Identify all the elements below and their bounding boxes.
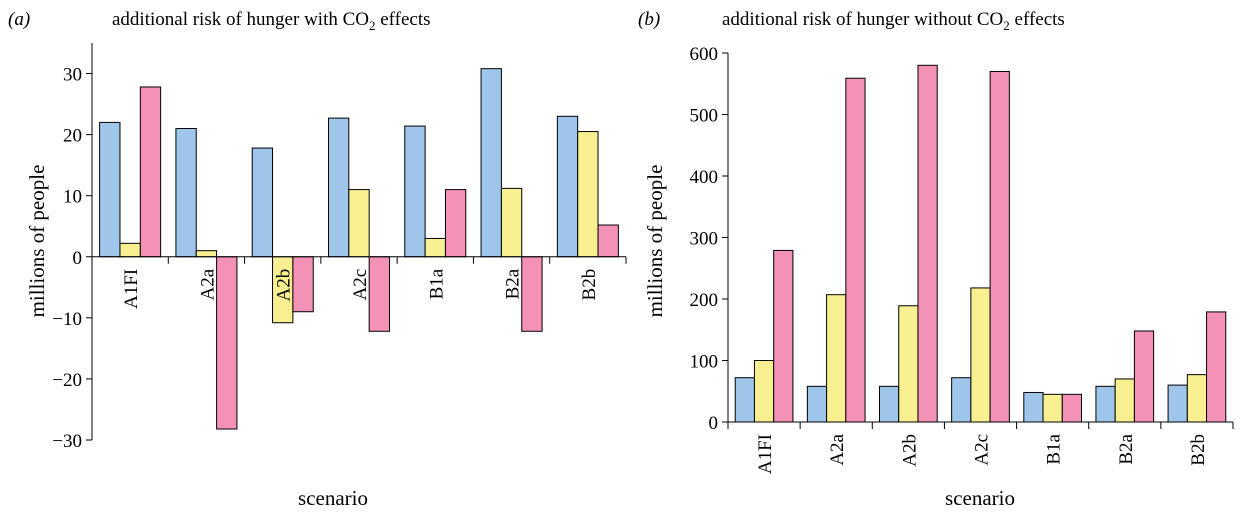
x-tick-label: A2b — [274, 269, 295, 302]
y-tick-label: 0 — [709, 413, 719, 434]
bar — [480, 68, 502, 258]
bar — [1095, 385, 1116, 423]
y-tick-label: 300 — [690, 229, 719, 250]
bar — [1133, 330, 1155, 423]
x-tick-label: A1FI — [121, 269, 142, 309]
bar — [424, 237, 446, 258]
bar — [348, 189, 370, 258]
x-tick-label: A2c — [350, 269, 371, 301]
bar — [773, 249, 794, 423]
x-tick-label: B2b — [1188, 434, 1209, 466]
chart-title: additional risk of hunger with CO2 effec… — [112, 9, 431, 33]
bar — [734, 377, 755, 423]
x-tick-label: A2a — [197, 268, 218, 300]
chart-title: additional risk of hunger without CO2 ef… — [722, 9, 1065, 33]
x-tick-label: A2c — [972, 434, 993, 466]
y-tick-label: 10 — [63, 187, 82, 208]
bar — [1042, 393, 1063, 423]
bar — [753, 360, 775, 423]
bar — [826, 294, 847, 423]
y-tick-label: 100 — [690, 352, 719, 373]
bar — [597, 224, 619, 258]
bar — [139, 86, 162, 258]
bar — [951, 377, 972, 423]
bar — [195, 250, 218, 258]
x-tick-label: A2a — [827, 433, 848, 465]
bar — [1061, 393, 1083, 423]
bar — [404, 125, 426, 258]
chart-panel-b: (b) additional risk of hunger without CO2… — [638, 9, 1234, 510]
y-tick-label: 500 — [690, 106, 719, 127]
bar — [216, 256, 238, 430]
bar — [879, 385, 900, 423]
bar — [119, 242, 141, 258]
x-axis-label: scenario — [945, 486, 1015, 510]
x-tick-label: B2a — [1116, 433, 1137, 464]
y-axis-label: millions of people — [643, 165, 667, 318]
bar — [1167, 384, 1188, 423]
x-tick-label: B1a — [426, 268, 447, 299]
y-tick-label: −10 — [52, 309, 82, 330]
bar — [806, 385, 828, 423]
bar — [845, 77, 866, 423]
bar — [175, 128, 197, 258]
bar — [1114, 378, 1135, 423]
bar — [898, 305, 919, 423]
y-tick-label: 30 — [63, 65, 82, 86]
y-axis-label: millions of people — [25, 165, 49, 318]
bar — [251, 147, 274, 258]
x-tick-label: B2b — [579, 269, 600, 301]
bar — [99, 121, 121, 258]
bar — [327, 117, 350, 258]
y-tick-label: 400 — [690, 167, 719, 188]
bar — [1186, 374, 1208, 423]
bar — [521, 256, 543, 332]
x-tick-label: B1a — [1044, 433, 1065, 464]
chart-panel-a: (a) additional risk of hunger with CO2 ef… — [8, 9, 627, 510]
bar — [444, 189, 467, 258]
bar — [556, 115, 579, 258]
bar — [917, 64, 938, 423]
panel-letter: (a) — [8, 9, 30, 30]
bar — [500, 187, 523, 258]
bar — [577, 131, 599, 258]
x-tick-label: B2a — [503, 268, 524, 299]
bar — [989, 70, 1010, 423]
y-tick-label: 600 — [690, 44, 719, 65]
panel-letter: (b) — [638, 9, 660, 30]
y-tick-label: 20 — [63, 126, 82, 147]
x-tick-label: A1FI — [755, 434, 776, 474]
bar — [1023, 391, 1044, 423]
bar — [1206, 311, 1227, 423]
y-tick-label: −20 — [52, 370, 82, 391]
bar — [292, 256, 314, 313]
y-tick-label: 0 — [73, 248, 83, 269]
y-tick-label: −30 — [52, 431, 82, 452]
bar — [368, 256, 391, 332]
y-tick-label: 200 — [690, 290, 719, 311]
bar — [970, 287, 991, 423]
x-tick-label: A2b — [899, 434, 920, 467]
x-axis-label: scenario — [298, 486, 368, 510]
